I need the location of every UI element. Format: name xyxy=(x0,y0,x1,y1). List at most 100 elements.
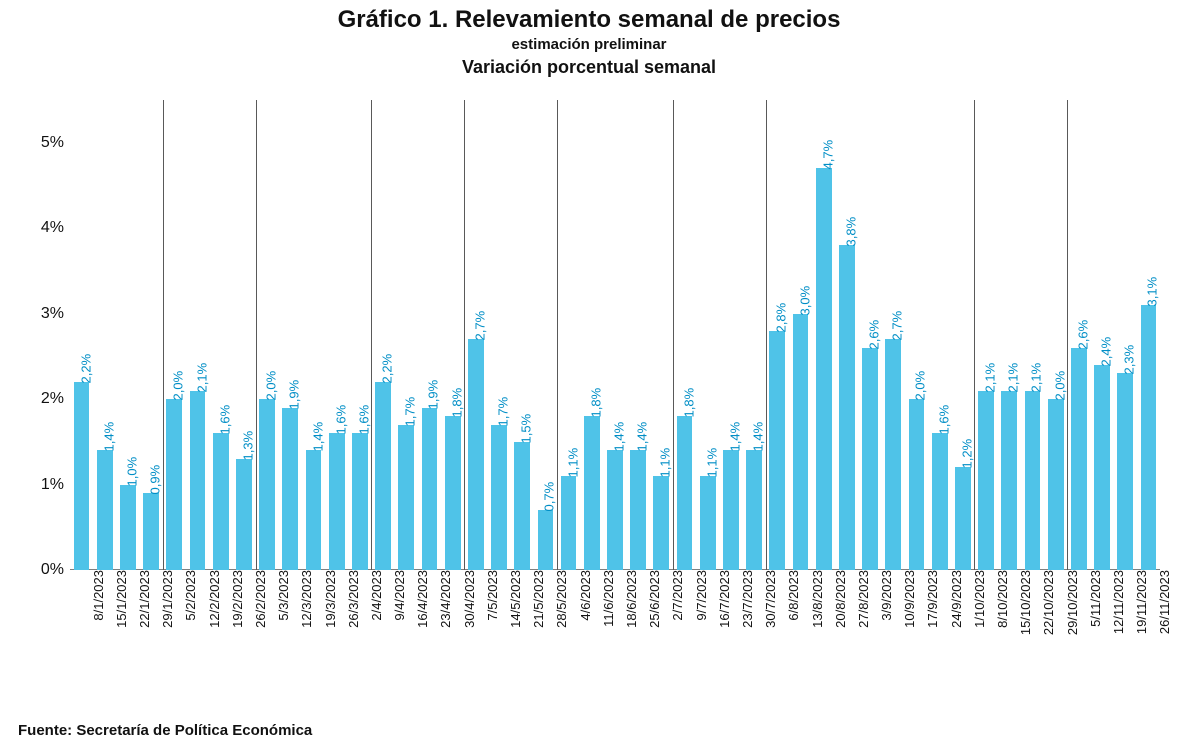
group-separator xyxy=(766,100,767,570)
bar-value-label: 1,6% xyxy=(936,405,951,435)
bar xyxy=(166,399,182,570)
x-axis-tick-label: 26/2/2023 xyxy=(249,570,268,628)
bar xyxy=(1117,373,1133,570)
bar xyxy=(1025,391,1041,570)
bar xyxy=(584,416,600,570)
x-axis-tick-label: 24/9/2023 xyxy=(945,570,964,628)
x-axis-tick-label: 12/2/2023 xyxy=(203,570,222,628)
bar xyxy=(839,245,855,570)
bar-value-label: 1,1% xyxy=(704,448,719,478)
bar-value-label: 2,0% xyxy=(171,371,186,401)
bar-value-label: 2,2% xyxy=(78,354,93,384)
bar xyxy=(398,425,414,570)
x-axis-tick-label: 20/8/2023 xyxy=(829,570,848,628)
bar xyxy=(723,450,739,570)
chart-subtitle: estimación preliminar xyxy=(0,36,1178,53)
bar-value-label: 0,7% xyxy=(542,482,557,512)
bar xyxy=(1094,365,1110,570)
group-separator xyxy=(1067,100,1068,570)
bar xyxy=(282,408,298,570)
x-axis-tick-label: 8/10/2023 xyxy=(991,570,1010,628)
y-axis-tick-label: 5% xyxy=(41,134,70,152)
bar xyxy=(653,476,669,570)
bar xyxy=(213,433,229,570)
bar xyxy=(538,510,554,570)
x-axis-tick-label: 17/9/2023 xyxy=(921,570,940,628)
bar-value-label: 3,0% xyxy=(797,285,812,315)
bar xyxy=(932,433,948,570)
bar-value-label: 1,7% xyxy=(403,397,418,427)
bar xyxy=(352,433,368,570)
bar-value-label: 1,4% xyxy=(751,422,766,452)
bar-value-label: 1,8% xyxy=(588,388,603,418)
x-axis-tick-label: 26/3/2023 xyxy=(342,570,361,628)
bar-value-label: 4,7% xyxy=(820,140,835,170)
group-separator xyxy=(256,100,257,570)
bar-value-label: 2,1% xyxy=(983,362,998,392)
bar xyxy=(816,168,832,570)
bar-value-label: 1,1% xyxy=(658,448,673,478)
x-axis-tick-label: 16/4/2023 xyxy=(411,570,430,628)
bar xyxy=(329,433,345,570)
x-axis-tick-label: 2/4/2023 xyxy=(365,570,384,621)
bar xyxy=(1001,391,1017,570)
x-axis-tick-label: 2/7/2023 xyxy=(666,570,685,621)
group-separator xyxy=(371,100,372,570)
bar-value-label: 2,3% xyxy=(1122,345,1137,375)
bar-value-label: 2,0% xyxy=(913,371,928,401)
x-axis-tick-label: 4/6/2023 xyxy=(574,570,593,621)
bar xyxy=(630,450,646,570)
x-axis-tick-label: 12/3/2023 xyxy=(295,570,314,628)
bar xyxy=(1141,305,1157,570)
x-axis-tick-label: 27/8/2023 xyxy=(852,570,871,628)
x-axis-tick-label: 3/9/2023 xyxy=(875,570,894,621)
y-axis-tick-label: 1% xyxy=(41,476,70,494)
titles-block: Gráfico 1. Relevamiento semanal de preci… xyxy=(0,0,1178,78)
x-axis-tick-label: 8/1/2023 xyxy=(87,570,106,621)
x-axis-tick-label: 28/5/2023 xyxy=(550,570,569,628)
bar-value-label: 2,6% xyxy=(867,320,882,350)
x-axis-tick-label: 9/7/2023 xyxy=(690,570,709,621)
y-axis-tick-label: 2% xyxy=(41,390,70,408)
bar xyxy=(236,459,252,570)
bar xyxy=(700,476,716,570)
x-axis-tick-label: 26/11/2023 xyxy=(1153,570,1172,634)
bar xyxy=(190,391,206,570)
bar xyxy=(769,331,785,570)
bar xyxy=(746,450,762,570)
x-axis-tick-label: 19/3/2023 xyxy=(319,570,338,628)
group-separator xyxy=(974,100,975,570)
bar xyxy=(120,485,136,570)
x-axis-tick-label: 25/6/2023 xyxy=(643,570,662,628)
x-axis-tick-label: 30/4/2023 xyxy=(458,570,477,628)
bar-value-label: 1,4% xyxy=(612,422,627,452)
bar xyxy=(561,476,577,570)
y-axis-tick-label: 4% xyxy=(41,219,70,237)
chart-container: Gráfico 1. Relevamiento semanal de preci… xyxy=(0,0,1178,753)
bar-value-label: 1,4% xyxy=(727,422,742,452)
x-axis-tick-label: 12/11/2023 xyxy=(1107,570,1126,634)
x-axis-tick-label: 6/8/2023 xyxy=(782,570,801,621)
source-text: Fuente: Secretaría de Política Económica xyxy=(18,722,312,739)
bar-value-label: 2,7% xyxy=(890,311,905,341)
x-axis-tick-label: 22/10/2023 xyxy=(1037,570,1056,635)
bar-value-label: 1,8% xyxy=(681,388,696,418)
bar-value-label: 1,6% xyxy=(217,405,232,435)
bar xyxy=(306,450,322,570)
x-axis-tick-label: 19/2/2023 xyxy=(226,570,245,628)
bar-value-label: 2,0% xyxy=(264,371,279,401)
x-axis-tick-label: 30/7/2023 xyxy=(759,570,778,628)
x-axis-tick-label: 15/1/2023 xyxy=(110,570,129,628)
x-axis-tick-label: 11/6/2023 xyxy=(597,570,616,627)
chart-subtitle2: Variación porcentual semanal xyxy=(0,57,1178,78)
bar-value-label: 1,0% xyxy=(124,456,139,486)
x-axis-tick-label: 29/1/2023 xyxy=(156,570,175,628)
x-axis-tick-label: 9/4/2023 xyxy=(388,570,407,621)
x-axis-tick-label: 1/10/2023 xyxy=(968,570,987,628)
x-axis-tick-label: 15/10/2023 xyxy=(1014,570,1033,635)
x-axis-tick-label: 16/7/2023 xyxy=(713,570,732,628)
bar xyxy=(514,442,530,570)
bar-value-label: 1,4% xyxy=(310,422,325,452)
y-axis-tick-label: 0% xyxy=(41,561,70,579)
bar xyxy=(1048,399,1064,570)
